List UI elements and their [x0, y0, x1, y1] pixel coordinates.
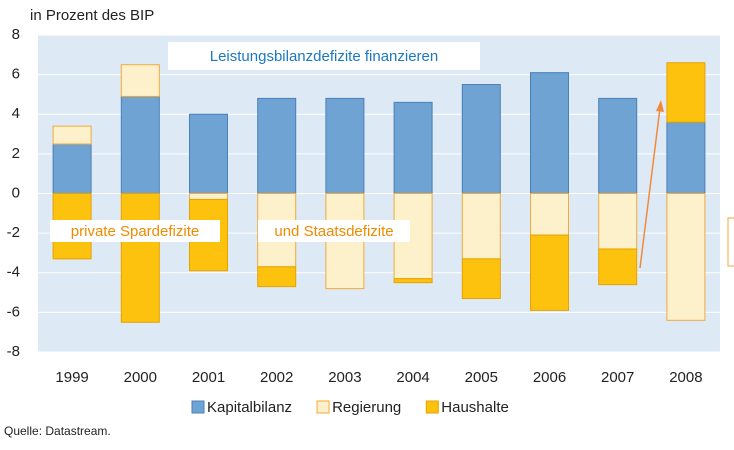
y-tick-label: 2	[12, 145, 20, 162]
bar-segment	[530, 72, 569, 194]
x-tick-label: 2003	[328, 369, 361, 386]
y-axis-label: in Prozent des BIP	[30, 7, 154, 24]
bar-segment	[257, 97, 297, 194]
bar-segment	[666, 121, 706, 194]
y-tick-label: 4	[12, 105, 20, 122]
bar-segment	[598, 193, 638, 250]
bar-segment	[257, 266, 297, 288]
x-tick-label: 2008	[669, 369, 702, 386]
bar-segment	[598, 248, 638, 286]
bar-segment	[666, 193, 706, 321]
bar-segment	[393, 278, 433, 284]
bar-segment	[189, 193, 228, 200]
annotation-box	[168, 42, 480, 70]
legend-label: Kapitalbilanz	[207, 399, 292, 416]
x-tick-label: 2000	[124, 369, 157, 386]
legend-label: Regierung	[332, 399, 401, 416]
legend-label: Haushalte	[441, 399, 509, 416]
y-tick-label: 8	[12, 26, 20, 43]
y-tick-label: -4	[7, 264, 20, 281]
legend-swatch	[316, 400, 330, 414]
bar-segment	[461, 258, 501, 300]
bar-segment	[461, 193, 501, 260]
y-tick-label: -8	[7, 343, 20, 360]
arrow	[639, 107, 661, 269]
arrowhead	[656, 100, 664, 112]
y-tick-label: 0	[12, 184, 20, 201]
bar-segment	[461, 84, 501, 194]
y-tick-label: -2	[7, 224, 20, 241]
annotation-box	[258, 220, 410, 242]
bar-segment	[598, 97, 638, 194]
x-tick-label: 1999	[55, 369, 88, 386]
side-box	[727, 217, 734, 267]
annotation-box	[50, 220, 220, 242]
x-tick-label: 2007	[601, 369, 634, 386]
bar-segment	[666, 62, 706, 123]
legend-swatch	[425, 400, 439, 414]
annotation: private Spardefizite	[71, 223, 199, 240]
bar-segment	[120, 64, 160, 97]
bar-segment	[393, 101, 433, 194]
source: Quelle: Datastream.	[4, 424, 111, 438]
legend-swatch	[191, 400, 205, 414]
bar-segment	[189, 113, 228, 194]
x-tick-label: 2001	[192, 369, 225, 386]
bar-segment	[120, 193, 160, 323]
x-tick-label: 2006	[533, 369, 566, 386]
bar-segment	[530, 193, 569, 236]
bar-segment	[52, 143, 92, 194]
y-tick-label: 6	[12, 66, 20, 83]
x-tick-label: 2005	[465, 369, 498, 386]
bar-segment	[530, 234, 569, 311]
annotation: Leistungsbilanzdefizite finanzieren	[210, 48, 438, 65]
bar-segment	[120, 95, 160, 194]
annotation: und Staatsdefizite	[274, 223, 393, 240]
bar-segment	[52, 125, 92, 145]
x-tick-label: 2004	[396, 369, 429, 386]
bar-segment	[325, 97, 365, 194]
y-tick-label: -6	[7, 303, 20, 320]
x-tick-label: 2002	[260, 369, 293, 386]
